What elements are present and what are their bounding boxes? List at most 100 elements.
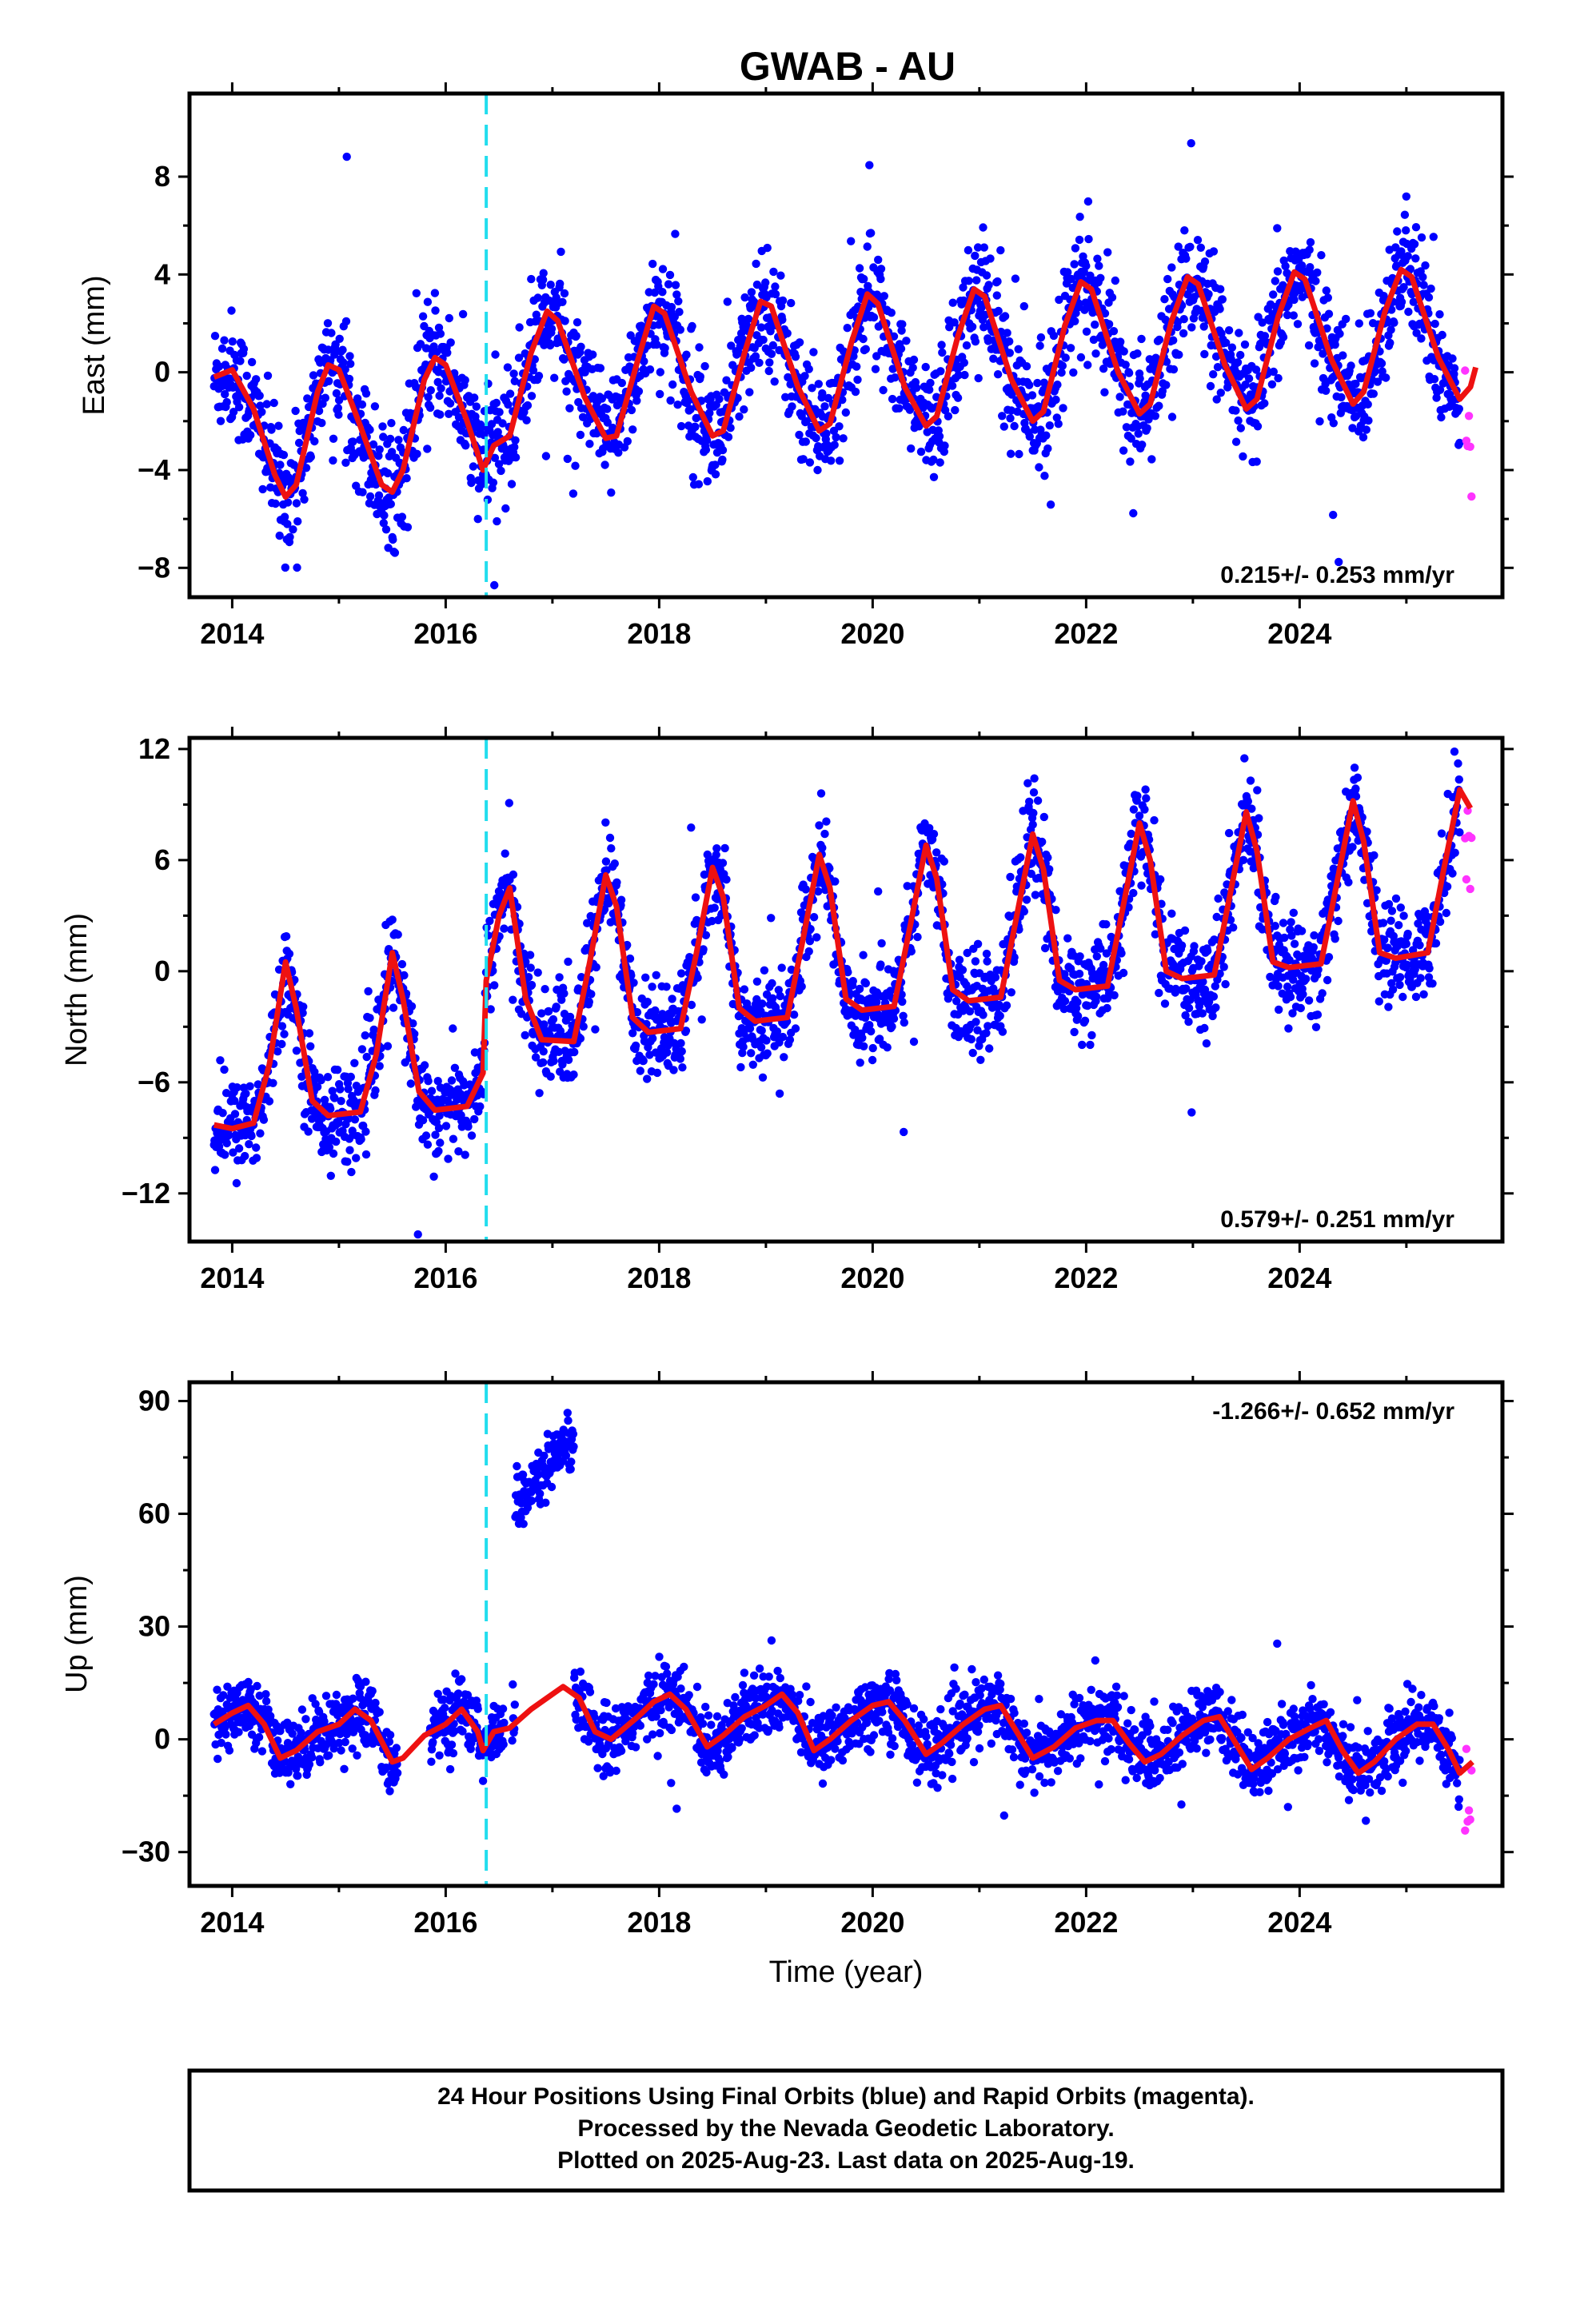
east-final-point: [910, 356, 918, 364]
east-final-point: [930, 473, 938, 481]
north-final-point: [384, 1042, 392, 1050]
north-final-point: [648, 1034, 656, 1042]
north-final-point: [560, 990, 568, 998]
north-rapid-point: [1467, 834, 1475, 842]
east-final-point: [1071, 317, 1079, 325]
north-final-point: [364, 987, 372, 995]
east-final-point: [719, 446, 727, 454]
north-final-point: [991, 973, 999, 981]
north-final-point: [1142, 794, 1150, 802]
east-final-point: [853, 376, 861, 384]
north-final-point: [461, 1150, 469, 1158]
east-final-point: [495, 408, 503, 416]
east-final-point: [1281, 262, 1289, 270]
north-final-point: [817, 789, 825, 797]
north-final-point: [1310, 943, 1318, 951]
north-final-point: [677, 969, 685, 977]
north-final-point: [758, 1026, 766, 1034]
north-final-point: [1220, 963, 1228, 971]
north-final-point: [470, 1115, 478, 1123]
east-final-point: [1419, 281, 1427, 289]
east-final-point: [870, 313, 878, 321]
east-final-point: [1228, 344, 1236, 352]
north-final-point: [669, 1066, 677, 1074]
north-final-point: [1185, 1004, 1193, 1012]
east-rate-label: 0.215+/- 0.253 mm/yr: [1220, 562, 1454, 588]
north-final-point: [802, 885, 810, 893]
east-final-point: [446, 399, 454, 407]
east-final-point: [274, 422, 282, 430]
north-final-point: [1203, 1039, 1211, 1047]
north-final-point: [1051, 906, 1059, 914]
east-final-point: [820, 402, 828, 410]
north-final-point: [245, 1082, 253, 1090]
east-final-point: [960, 359, 968, 367]
north-final-point: [1229, 923, 1237, 931]
north-final-point: [1006, 873, 1014, 881]
east-final-point: [589, 350, 596, 358]
east-final-point: [1005, 337, 1013, 345]
east-final-point: [295, 439, 303, 447]
east-final-point: [672, 281, 680, 289]
north-final-point: [299, 1003, 307, 1011]
east-final-point: [547, 281, 555, 289]
north-final-point: [231, 1110, 239, 1118]
east-final-point: [1015, 345, 1023, 353]
east-final-point: [1075, 213, 1083, 221]
north-final-point: [640, 1057, 648, 1065]
north-final-point: [1419, 991, 1427, 999]
east-final-point: [656, 368, 664, 376]
east-final-point: [852, 362, 860, 370]
east-final-point: [964, 246, 972, 254]
north-final-point: [776, 1090, 784, 1098]
north-final-point: [747, 1049, 755, 1057]
east-final-point: [998, 412, 1006, 420]
east-final-point: [447, 338, 455, 346]
east-final-point: [437, 329, 445, 337]
east-final-point: [888, 395, 896, 403]
east-final-point: [256, 392, 264, 400]
east-final-point: [276, 460, 284, 468]
north-final-point: [1395, 981, 1403, 989]
north-final-point: [900, 1018, 908, 1026]
east-final-point: [1187, 139, 1195, 147]
east-final-point: [1084, 197, 1092, 205]
north-final-point: [444, 1154, 452, 1162]
east-final-point: [658, 288, 666, 296]
east-final-point: [378, 422, 386, 430]
east-final-point: [1163, 275, 1171, 283]
east-rapid-point: [1465, 412, 1473, 420]
north-final-point: [1167, 910, 1175, 918]
east-final-point: [1103, 248, 1111, 256]
north-final-point: [1287, 993, 1295, 1001]
north-final-point: [874, 887, 882, 895]
north-final-point: [233, 1179, 241, 1187]
east-final-point: [847, 237, 855, 245]
north-final-point: [687, 823, 695, 831]
east-final-point: [1430, 375, 1438, 383]
east-final-point: [427, 386, 435, 394]
east-final-point: [564, 455, 572, 463]
north-final-point: [1023, 779, 1031, 787]
north-ytick-label: 6: [154, 843, 170, 876]
north-final-point: [940, 857, 948, 865]
north-final-point: [1398, 993, 1406, 1001]
north-final-point: [698, 1015, 706, 1023]
east-final-point: [1200, 350, 1208, 358]
east-final-point: [389, 536, 397, 544]
east-final-point: [877, 265, 885, 273]
east-final-point: [596, 364, 604, 372]
north-final-point: [336, 1085, 344, 1093]
north-final-point: [930, 830, 938, 838]
east-final-point: [788, 402, 796, 410]
east-final-point: [695, 343, 703, 351]
north-final-point: [617, 896, 625, 904]
east-final-point: [1393, 227, 1401, 235]
north-final-point: [762, 1036, 770, 1044]
north-xtick-label: 2020: [840, 1262, 904, 1294]
east-final-point: [1421, 261, 1429, 269]
east-final-point: [1133, 349, 1141, 357]
north-final-point: [1428, 979, 1436, 987]
east-final-point: [1305, 341, 1313, 349]
